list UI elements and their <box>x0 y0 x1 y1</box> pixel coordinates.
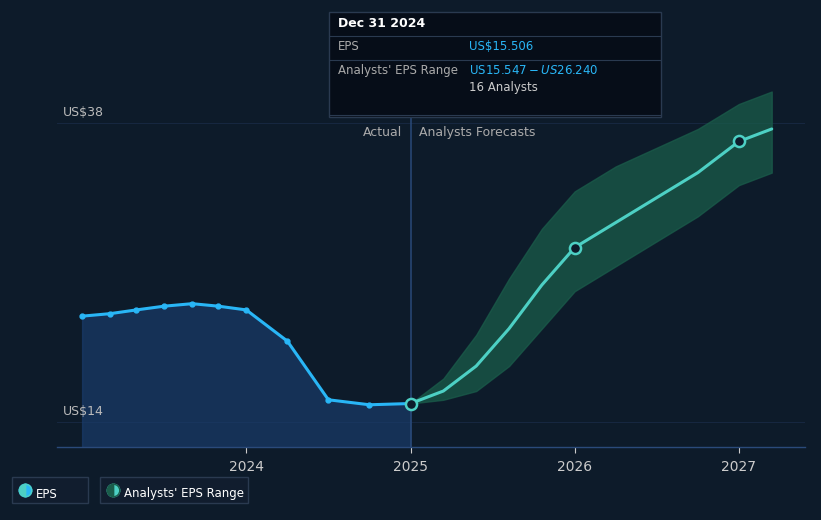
Text: Analysts' EPS Range: Analysts' EPS Range <box>124 488 244 500</box>
Text: Analysts' EPS Range: Analysts' EPS Range <box>338 64 458 77</box>
FancyBboxPatch shape <box>12 477 88 503</box>
Text: EPS: EPS <box>36 488 57 500</box>
Text: Analysts Forecasts: Analysts Forecasts <box>419 126 535 139</box>
Text: US$15.547 - US$26.240: US$15.547 - US$26.240 <box>469 64 599 77</box>
Text: 16 Analysts: 16 Analysts <box>469 81 538 94</box>
Text: Actual: Actual <box>363 126 402 139</box>
Text: US$38: US$38 <box>62 106 103 119</box>
Text: US$14: US$14 <box>62 406 103 419</box>
Text: US$15.506: US$15.506 <box>469 40 534 53</box>
FancyBboxPatch shape <box>100 477 248 503</box>
FancyBboxPatch shape <box>329 12 661 117</box>
Text: Dec 31 2024: Dec 31 2024 <box>338 17 425 30</box>
Text: EPS: EPS <box>338 40 360 53</box>
